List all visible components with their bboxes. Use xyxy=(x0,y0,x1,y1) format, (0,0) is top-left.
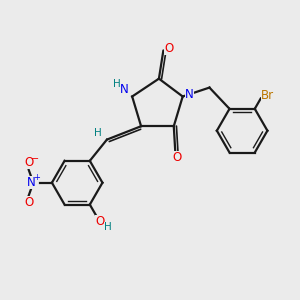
Text: +: + xyxy=(34,173,40,182)
Text: H: H xyxy=(94,128,101,138)
Text: H: H xyxy=(113,79,121,89)
Text: N: N xyxy=(119,83,128,97)
Text: O: O xyxy=(95,215,105,228)
Text: −: − xyxy=(31,154,39,164)
Text: O: O xyxy=(172,151,182,164)
Text: Br: Br xyxy=(261,89,274,102)
Text: N: N xyxy=(27,176,36,189)
Text: O: O xyxy=(164,42,173,55)
Text: H: H xyxy=(104,222,112,232)
Text: O: O xyxy=(24,156,33,169)
Text: N: N xyxy=(185,88,194,100)
Text: O: O xyxy=(24,196,33,209)
